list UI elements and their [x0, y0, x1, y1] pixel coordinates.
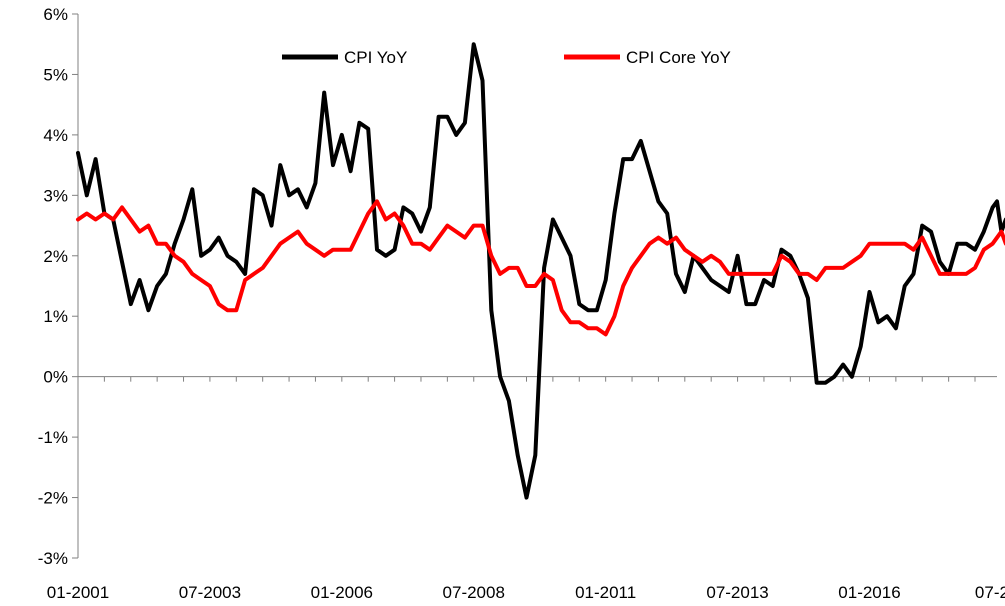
x-tick-label: 07-2013: [706, 583, 768, 602]
series-line-cpi-core-yoy: [76, 199, 1005, 337]
x-tick-label: 01-2001: [47, 583, 109, 602]
legend-item-cpi-core-yoy: CPI Core YoY: [564, 48, 731, 67]
y-tick-label: 5%: [43, 65, 68, 84]
y-axis-ticks: 6% 5% 4% 3% 2% 1% 0% -1% -2% -3%: [38, 5, 78, 568]
legend: CPI YoY CPI Core YoY: [282, 48, 731, 67]
y-tick-label: -2%: [38, 489, 68, 508]
x-tick-label: 07-2003: [179, 583, 241, 602]
x-tick-label: 01-2011: [575, 583, 636, 602]
x-tick-label: 07-201: [975, 583, 1005, 602]
y-tick-label: -3%: [38, 549, 68, 568]
legend-label-cpi-yoy: CPI YoY: [344, 48, 407, 67]
y-tick-label: -1%: [38, 428, 68, 447]
x-tick-label: 01-2006: [311, 583, 373, 602]
y-tick-label: 1%: [43, 307, 68, 326]
y-tick-label: 4%: [43, 126, 68, 145]
series-layer: [76, 42, 1005, 500]
y-tick-label: 0%: [43, 368, 68, 387]
x-tick-label: 07-2008: [443, 583, 505, 602]
x-axis-ticks: 01-2001 07-2003 01-2006 07-2008 01-2011 07-20…: [47, 376, 1005, 602]
y-tick-label: 2%: [43, 247, 68, 266]
legend-label-cpi-core-yoy: CPI Core YoY: [626, 48, 731, 67]
series-line-cpi-yoy: [76, 42, 1005, 500]
x-tick-label: 01-2016: [838, 583, 900, 602]
legend-item-cpi-yoy: CPI YoY: [282, 48, 407, 67]
y-tick-label: 3%: [43, 186, 68, 205]
y-tick-label: 6%: [43, 5, 68, 24]
